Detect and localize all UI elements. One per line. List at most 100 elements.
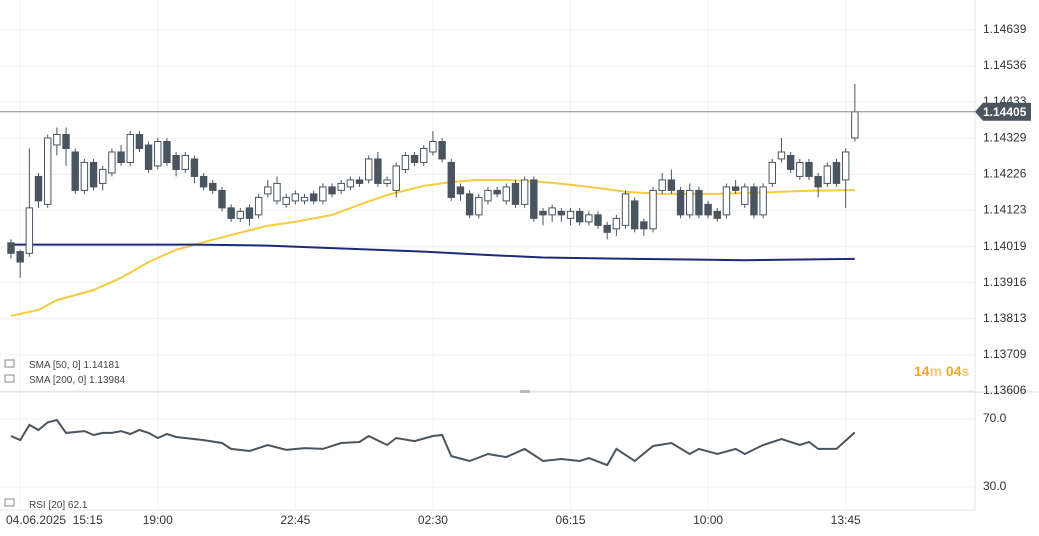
candle-body	[291, 193, 300, 202]
candle-body	[117, 151, 125, 163]
candle-body	[475, 196, 483, 216]
x-tick-label: 10:00	[693, 513, 723, 527]
candle-body	[346, 179, 355, 188]
candle-body	[456, 186, 465, 195]
candle-body	[144, 144, 153, 170]
candle-body	[374, 158, 382, 184]
legend-entry: SMA [50, 0] 1.14181	[29, 360, 120, 371]
y-tick-label: 1.13813	[983, 311, 1027, 325]
candle-body	[621, 193, 630, 226]
candle-body	[209, 182, 217, 191]
candle-body	[447, 161, 455, 198]
legend-value: 1.14181	[83, 360, 120, 371]
candle-body	[16, 251, 24, 263]
x-tick-label: 22:45	[280, 513, 310, 527]
legend-icon	[4, 498, 15, 507]
candle-body	[484, 189, 492, 202]
candle-body	[227, 207, 235, 219]
y-tick-label: 1.14639	[983, 22, 1027, 36]
panel-handle	[520, 390, 530, 393]
candle-body	[768, 161, 777, 184]
candle-body	[126, 134, 134, 163]
candle-body	[264, 186, 272, 195]
y-tick-label: 1.14329	[983, 131, 1027, 145]
candle-body	[686, 189, 694, 216]
y-tick-label: 1.14123	[983, 202, 1027, 216]
candle-body	[676, 189, 685, 216]
candle-body	[823, 165, 832, 184]
candle-body	[53, 134, 61, 146]
candle-body	[704, 203, 712, 216]
candle-body	[603, 224, 611, 233]
candle-body	[309, 193, 318, 202]
candle-body	[640, 221, 648, 230]
legend-icon	[4, 359, 15, 368]
candle-body	[548, 207, 556, 216]
legend: SMA [50, 0] 1.14181 SMA [200, 0] 1.13984…	[4, 359, 126, 511]
candle-body	[612, 217, 621, 230]
legend-icon	[4, 374, 15, 383]
y-tick-label: 1.14536	[983, 58, 1027, 72]
candle-body	[530, 179, 538, 219]
candle-body	[750, 186, 758, 216]
candle-body	[319, 186, 327, 202]
candle-body	[328, 186, 336, 195]
candle-body	[25, 207, 34, 254]
candle-body	[631, 200, 639, 230]
candle-body	[832, 161, 841, 184]
candle-body	[172, 154, 180, 170]
y-tick-label: 70.0	[983, 411, 1007, 425]
candle-body	[429, 140, 437, 153]
candle-body	[511, 182, 520, 205]
legend-value: 62.1	[68, 500, 88, 511]
candle-body	[658, 179, 666, 191]
candle-body	[502, 186, 511, 202]
legend-value: 1.13984	[89, 375, 126, 386]
y-tick-label: 1.14226	[983, 167, 1027, 181]
rsi-line	[10, 418, 856, 467]
candle-body	[245, 207, 254, 219]
candle-body	[796, 161, 804, 177]
candle-body	[80, 161, 89, 191]
y-tick-label: 1.13606	[983, 383, 1027, 397]
candle-body	[805, 161, 813, 177]
y-tick-label: 1.13709	[983, 347, 1027, 361]
candle-body	[163, 140, 171, 163]
candle-body	[273, 182, 281, 202]
candle-body	[392, 165, 400, 191]
marks	[0, 83, 975, 467]
candle-body	[401, 154, 410, 170]
candle-body	[108, 151, 116, 174]
x-tick-label: 13:45	[831, 513, 861, 527]
candle-body	[851, 111, 859, 139]
candle-body	[337, 182, 345, 191]
candle-body	[34, 175, 43, 202]
candle-body	[566, 210, 575, 219]
candle-body	[575, 210, 584, 223]
candle-body	[585, 214, 593, 223]
candle-body	[355, 179, 364, 184]
candle-body	[557, 210, 566, 216]
candle-body	[190, 158, 199, 177]
y-tick-label: 30.0	[983, 479, 1007, 493]
candle-body	[731, 186, 740, 191]
labels: 1.146391.145361.144331.143291.142261.141…	[6, 22, 1031, 527]
legend-name: RSI [20]	[29, 500, 65, 511]
candle-body	[300, 196, 309, 202]
candle-body	[181, 154, 189, 170]
candle-body	[841, 151, 850, 181]
countdown-part: 14	[914, 363, 930, 379]
candle-body	[218, 189, 226, 209]
candle-body	[365, 158, 373, 181]
candle-body	[520, 179, 529, 205]
candle-body	[410, 154, 419, 163]
candle-body	[135, 134, 144, 149]
candle-body	[71, 151, 79, 191]
candle-body	[99, 168, 107, 184]
price-label: 1.14405	[983, 105, 1027, 119]
candle-body	[493, 189, 501, 195]
x-tick-label: 06:15	[555, 513, 585, 527]
candle-body	[695, 189, 703, 216]
